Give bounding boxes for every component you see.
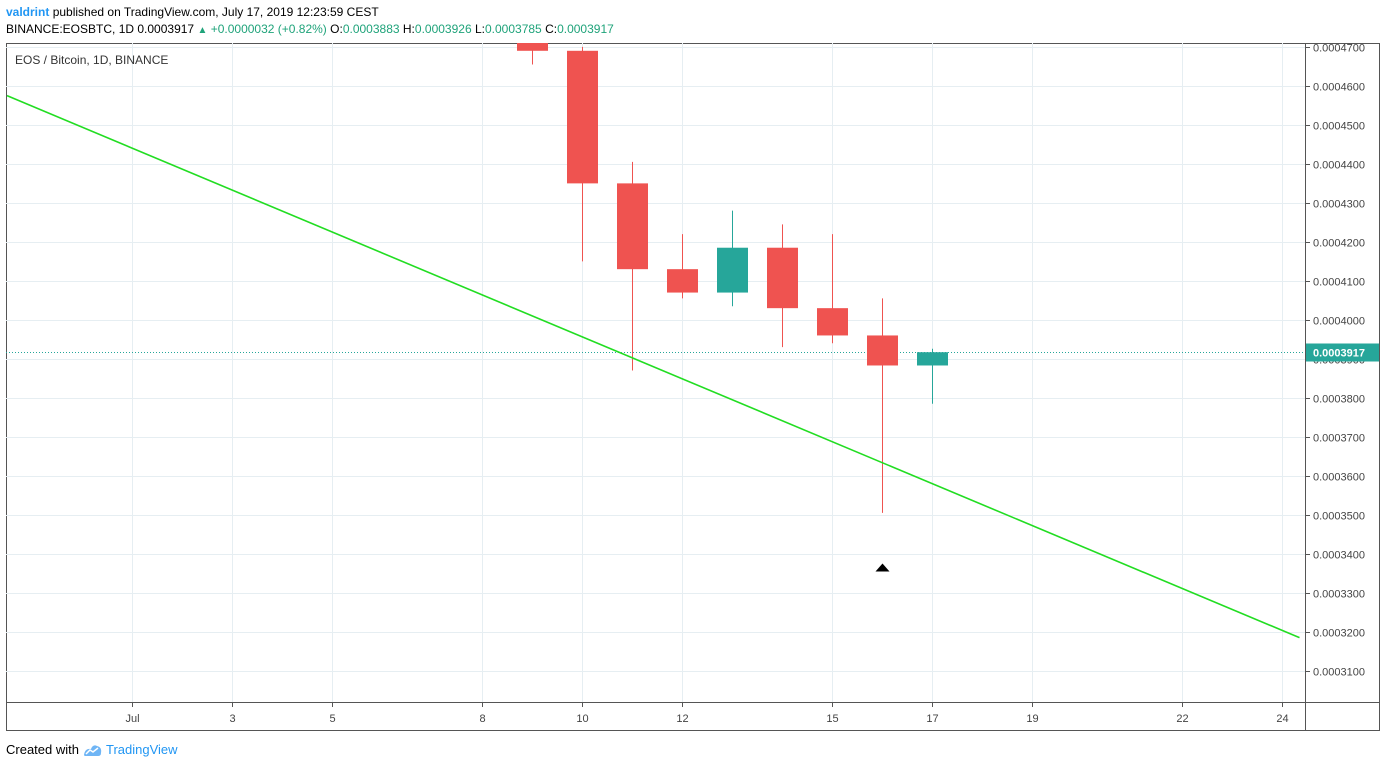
candle-body — [617, 183, 648, 270]
y-tick-label: 0.0003300 — [1313, 589, 1365, 601]
y-tick-label: 0.0003100 — [1313, 667, 1365, 679]
x-tick-label: 17 — [926, 713, 938, 725]
price-change: +0.0000032 (+0.82%) — [210, 22, 327, 36]
x-tick-label: Jul — [125, 713, 139, 725]
x-tick-label: 22 — [1176, 713, 1188, 725]
tradingview-brand[interactable]: TradingView — [105, 742, 178, 757]
candle — [717, 210, 748, 307]
candle-body — [867, 335, 898, 366]
candle — [567, 46, 598, 262]
y-tick-label: 0.0003200 — [1313, 628, 1365, 640]
x-tick-label: 8 — [479, 713, 485, 725]
last-price-label: 0.0003917 — [1313, 348, 1365, 360]
x-tick-label: 12 — [676, 713, 688, 725]
low-label: L: — [474, 22, 485, 36]
y-tick-label: 0.0004300 — [1313, 199, 1365, 211]
y-tick-label: 0.0003400 — [1313, 550, 1365, 562]
candle — [517, 43, 548, 65]
candle — [867, 298, 898, 513]
candle-body — [767, 247, 798, 309]
tradingview-logo-icon — [83, 744, 102, 756]
y-tick-label: 0.0003500 — [1313, 511, 1365, 523]
close-value: 0.0003917 — [557, 22, 614, 36]
x-tick-label: 15 — [826, 713, 838, 725]
candle — [917, 348, 948, 404]
author-name[interactable]: valdrint — [6, 5, 50, 19]
plot-area — [6, 43, 1305, 702]
y-tick-label: 0.0004200 — [1313, 238, 1365, 250]
chart-legend: EOS / Bitcoin, 1D, BINANCE — [15, 53, 168, 67]
candle — [767, 224, 798, 348]
close-label: C: — [545, 22, 558, 36]
trendline — [6, 94, 1300, 639]
price-chart[interactable]: 0.0004700 0.0004600 0.0004500 0.0004400 0.00… — [0, 0, 1384, 740]
publish-line: valdrint published on TradingView.com, J… — [6, 5, 379, 19]
footer: Created with TradingView — [6, 742, 178, 757]
last-price-badge — [1306, 343, 1379, 362]
y-tick-label: 0.0004700 — [1313, 43, 1365, 55]
x-tick-label: 10 — [576, 713, 588, 725]
x-tick-label: 3 — [229, 713, 235, 725]
candle-body — [717, 247, 748, 293]
up-arrow-icon: ▲ — [197, 25, 208, 36]
high-value: 0.0003926 — [414, 22, 472, 36]
symbol-timeframe: BINANCE:EOSBTC, 1D — [6, 22, 135, 36]
created-with-text: Created with — [6, 742, 79, 757]
open-label: O: — [330, 22, 343, 36]
candle-body — [817, 308, 848, 336]
candle — [667, 234, 698, 299]
chart-frame — [6, 43, 1380, 731]
x-tick-label: 24 — [1276, 713, 1288, 725]
y-tick-label: 0.0003800 — [1313, 394, 1365, 406]
candle-body — [567, 50, 598, 184]
x-tick-label: 19 — [1026, 713, 1038, 725]
y-tick-label: 0.0004000 — [1313, 316, 1365, 328]
open-value: 0.0003883 — [342, 22, 400, 36]
y-tick-label: 0.0004100 — [1313, 277, 1365, 289]
y-tick-label: 0.0003600 — [1313, 472, 1365, 484]
y-tick-label: 0.0003700 — [1313, 433, 1365, 445]
low-value: 0.0003785 — [484, 22, 542, 36]
x-tick-label: 5 — [329, 713, 335, 725]
last-price: 0.0003917 — [137, 22, 195, 36]
y-tick-label: 0.0004600 — [1313, 82, 1365, 94]
candle-body — [517, 43, 548, 51]
y-tick-label: 0.0004400 — [1313, 160, 1365, 172]
ohlc-line: BINANCE:EOSBTC, 1D 0.0003917 ▲ +0.000003… — [6, 22, 614, 36]
candle — [817, 234, 848, 344]
triangle-marker-icon — [875, 563, 890, 572]
y-tick-label: 0.0004500 — [1313, 121, 1365, 133]
candle-body — [667, 269, 698, 293]
published-text: published on TradingView.com, July 17, 2… — [52, 5, 379, 19]
high-label: H: — [402, 22, 415, 36]
candle-body — [917, 352, 948, 366]
candle — [617, 161, 648, 371]
